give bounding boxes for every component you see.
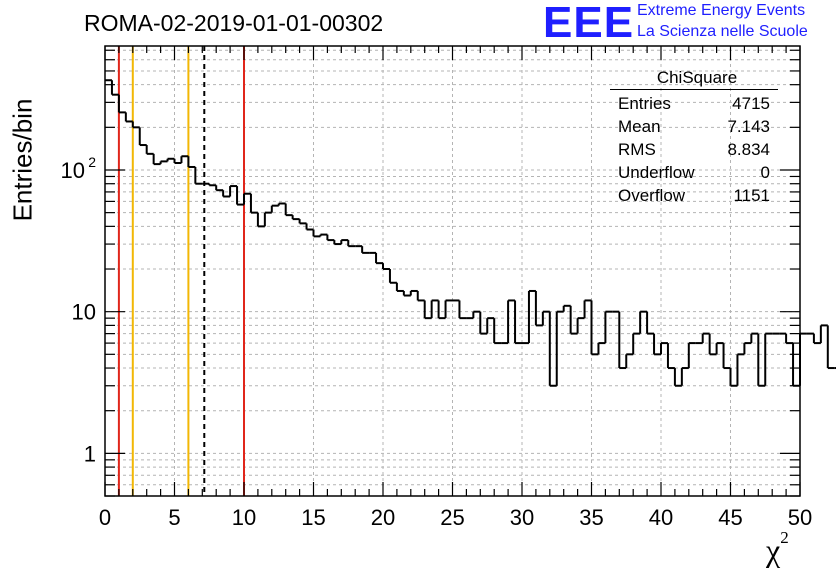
y-tick-label-exponent: 2 <box>88 154 96 170</box>
chart-title: ROMA-02-2019-01-01-00302 <box>84 10 384 36</box>
x-tick-label: 50 <box>788 505 812 530</box>
x-tick-label: 15 <box>301 505 325 530</box>
eee-logo: EEE <box>543 0 635 47</box>
stat-row-underflow: Underflow 0 <box>618 163 770 182</box>
x-axis-ticks: 0 5 10 15 20 25 30 35 40 45 50 <box>99 46 812 530</box>
y-tick-label: 10 <box>72 300 96 325</box>
x-tick-label: 35 <box>579 505 603 530</box>
x-tick-label: 45 <box>718 505 742 530</box>
reference-lines <box>117 46 245 496</box>
stat-row-entries: Entries 4715 <box>618 94 770 113</box>
logo-subtitle-1: Extreme Energy Events <box>637 2 806 19</box>
stat-row-overflow: Overflow 1151 <box>618 186 770 205</box>
y-tick-label: 1 <box>84 441 96 466</box>
x-tick-label: 5 <box>168 505 180 530</box>
x-tick-label: 40 <box>649 505 673 530</box>
stats-box: ChiSquare Entries 4715 Mean 7.143 RMS 8.834… <box>610 68 778 207</box>
stats-title: ChiSquare <box>656 68 738 87</box>
x-tick-label: 10 <box>232 505 256 530</box>
logo-subtitle-2: La Scienza nelle Scuole <box>637 23 808 40</box>
x-tick-label: 0 <box>99 505 111 530</box>
stat-row-mean: Mean 7.143 <box>618 117 770 136</box>
x-axis-label: χ2 <box>766 528 789 568</box>
stats-divider <box>610 89 778 90</box>
y-tick-label: 10 <box>61 158 85 183</box>
stat-row-rms: RMS 8.834 <box>618 140 770 159</box>
x-tick-label: 25 <box>440 505 464 530</box>
x-tick-label: 20 <box>371 505 395 530</box>
x-tick-label: 30 <box>510 505 534 530</box>
